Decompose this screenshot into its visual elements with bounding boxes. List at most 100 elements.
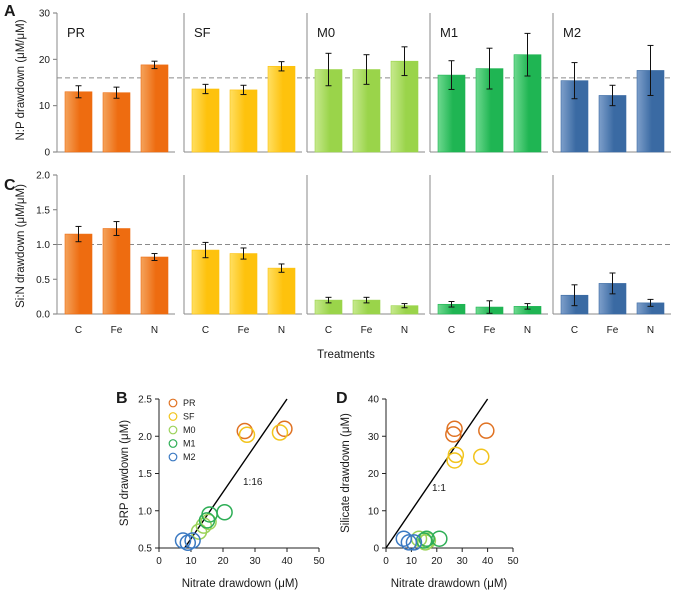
- bar-c-pr-c: [64, 233, 93, 315]
- panel-a-y-tick-label: 20: [39, 55, 51, 66]
- panel-b: B SRP drawdown (μM) Nitrate drawdown (μM…: [116, 390, 325, 590]
- panel-d-ratio-label: 1:1: [432, 483, 446, 494]
- point-d-pr: [446, 420, 463, 438]
- bar-a-pr-c: [64, 91, 93, 153]
- legend-label-m1: M1: [183, 439, 196, 449]
- panel-d-x-axis-title: Nitrate drawdown (μM): [391, 578, 508, 590]
- panel-d-y-tick-label: 40: [368, 395, 380, 406]
- point-d-sf: [473, 448, 490, 465]
- panel-c-y-tick-label: 0.5: [36, 275, 50, 286]
- panel-a-y-tick-label: 0: [44, 148, 50, 159]
- legend-label-m2: M2: [183, 452, 196, 462]
- category-label: N: [524, 325, 531, 336]
- point-b-sf: [238, 426, 256, 444]
- category-label: C: [75, 325, 82, 336]
- category-label: C: [202, 325, 209, 336]
- point-b-m0: [200, 513, 217, 531]
- category-label: Fe: [238, 325, 250, 336]
- bar-c-pr-n: [140, 256, 169, 315]
- category-label: N: [647, 325, 654, 336]
- point-d-m0: [419, 532, 437, 549]
- panel-c: C Si:N drawdown (μM/μM) 0.0 0.5 1.0 1.5 2.0 C…: [4, 171, 671, 361]
- panel-b-y-tick-label: 1.0: [138, 506, 152, 517]
- panel-d-x-tick-label: 30: [457, 556, 469, 567]
- panel-d-x-tick-label: 20: [431, 556, 443, 567]
- legend-label-pr: PR: [183, 398, 196, 408]
- point-d-m2: [400, 534, 418, 551]
- panel-b-x-tick-label: 10: [185, 556, 197, 567]
- legend-marker-m1: [168, 439, 178, 448]
- panel-b-ratio-line: [184, 398, 288, 549]
- group-label-m1: M1: [440, 25, 458, 40]
- panel-b-x-tick-label: 40: [281, 556, 293, 567]
- legend-marker-m2: [168, 452, 178, 462]
- point-b-m2: [184, 532, 201, 549]
- bar-a-sf-fe: [229, 89, 258, 153]
- panel-d: D Silicate drawdown (μM) Nitrate drawdow…: [336, 390, 519, 590]
- panel-d-x-tick-label: 50: [507, 556, 519, 567]
- category-label: C: [448, 325, 455, 336]
- point-d-m2: [405, 534, 423, 551]
- panel-b-label: B: [116, 390, 128, 407]
- legend-marker-pr: [168, 398, 178, 408]
- category-label: N: [151, 325, 158, 336]
- panel-b-ratio-label: 1:16: [243, 477, 263, 488]
- category-label: N: [401, 325, 408, 336]
- category-label: Fe: [484, 325, 496, 336]
- bar-a-sf-c: [191, 88, 220, 153]
- point-d-sf: [446, 452, 463, 469]
- category-label: Fe: [607, 325, 619, 336]
- panel-d-ratio-line: [385, 398, 489, 549]
- panel-a-y-tick-label: 30: [39, 9, 51, 20]
- panel-c-x-axis-title: Treatments: [317, 349, 375, 361]
- panel-d-plot: 0 10 20 30 40 50 0 10 20 30 40 1:1: [368, 395, 519, 568]
- panel-b-x-tick-label: 20: [217, 556, 229, 567]
- bar-a-pr-fe: [102, 92, 131, 153]
- category-label: Fe: [361, 325, 373, 336]
- group-label-m0: M0: [317, 25, 335, 40]
- panel-b-y-tick-label: 2.0: [138, 432, 152, 443]
- panel-c-y-tick-label: 1.0: [36, 240, 50, 251]
- panel-c-label: C: [4, 177, 16, 194]
- panel-d-x-tick-label: 40: [482, 556, 494, 567]
- panel-b-y-axis-title: SRP drawdown (μM): [119, 420, 131, 526]
- panel-d-x-tick-label: 10: [406, 556, 418, 567]
- category-label: N: [278, 325, 285, 336]
- bar-a-sf-n: [267, 65, 296, 153]
- bar-c-pr-fe: [102, 228, 131, 315]
- panel-b-plot: 0 10 20 30 40 50 0.5 1.0 1.5 2.0 2.5 1:16 PR SF M0 M1 M2: [138, 395, 325, 568]
- bar-c-sf-n: [267, 267, 296, 315]
- point-b-sf: [271, 424, 289, 441]
- point-b-m0: [190, 523, 208, 540]
- point-d-pr: [478, 422, 495, 439]
- panel-a: A N:P drawdown (μM/μM) 0 10 20 30 PR SF M0 M1 M2: [4, 3, 671, 159]
- panel-d-y-tick-label: 20: [368, 469, 380, 480]
- panel-d-x-tick-label: 0: [383, 556, 389, 567]
- legend-marker-m0: [168, 425, 178, 435]
- panel-c-y-tick-label: 0.0: [36, 310, 50, 321]
- point-d-m2: [395, 530, 413, 547]
- category-label: C: [571, 325, 578, 336]
- category-label: C: [325, 325, 332, 336]
- panel-b-x-tick-label: 50: [313, 556, 325, 567]
- group-label-pr: PR: [67, 25, 85, 40]
- panel-c-y-tick-label: 1.5: [36, 205, 50, 216]
- panel-d-label: D: [336, 390, 348, 407]
- panel-b-y-tick-label: 0.5: [138, 544, 152, 555]
- panel-d-y-axis-title: Silicate drawdown (μM): [340, 413, 352, 533]
- point-b-pr: [276, 420, 293, 438]
- panel-b-y-tick-label: 2.5: [138, 395, 152, 406]
- panel-b-x-tick-label: 30: [249, 556, 261, 567]
- panel-a-plot: 0 10 20 30 PR SF M0 M1 M2: [39, 9, 671, 159]
- point-d-m1: [431, 530, 448, 547]
- point-d-pr: [445, 426, 462, 443]
- panel-c-y-axis-title: Si:N drawdown (μM/μM): [15, 184, 27, 308]
- panel-d-y-tick-label: 10: [368, 506, 380, 517]
- legend-label-sf: SF: [183, 412, 195, 422]
- panel-c-y-tick-label: 2.0: [36, 171, 50, 182]
- panel-a-y-tick-label: 10: [39, 101, 51, 112]
- legend-label-m0: M0: [183, 425, 196, 435]
- point-d-m1: [418, 530, 435, 547]
- point-b-pr: [236, 422, 254, 440]
